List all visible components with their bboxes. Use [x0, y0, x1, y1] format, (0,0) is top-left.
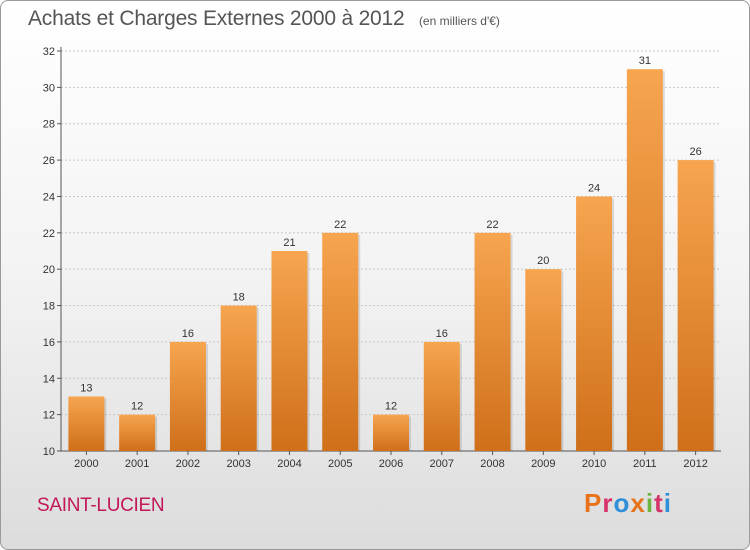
y-tick-label: 30 — [43, 82, 55, 94]
x-tick-label: 2011 — [633, 458, 657, 470]
value-label: 24 — [588, 182, 600, 194]
x-tick-label: 2005 — [328, 458, 352, 470]
x-tick-label: 2006 — [379, 458, 403, 470]
y-tick-label: 10 — [43, 446, 55, 458]
y-tick-label: 16 — [43, 337, 55, 349]
bar-2010 — [576, 196, 613, 451]
value-label: 12 — [131, 401, 143, 413]
logo-letter: r — [602, 488, 614, 518]
x-tick-label: 2010 — [582, 458, 606, 470]
bar-2004 — [271, 251, 308, 451]
value-label: 16 — [436, 328, 448, 340]
x-tick-label: 2004 — [277, 458, 301, 470]
y-tick-label: 28 — [43, 119, 55, 131]
x-tick-label: 2007 — [430, 458, 454, 470]
value-label: 18 — [233, 292, 245, 304]
value-label: 21 — [283, 237, 295, 249]
bar-2000 — [68, 396, 105, 451]
labels: 10 12 14 16 18 20 22 24 26 28 30 32 13 2000 12 2001 16 20… — [43, 46, 708, 470]
grid-lines — [61, 50, 721, 452]
bar-2008 — [474, 232, 511, 451]
x-tick-label: 2008 — [480, 458, 504, 470]
y-tick-label: 24 — [43, 191, 55, 203]
value-label: 13 — [80, 382, 92, 394]
bar-2012 — [677, 160, 714, 451]
y-tick-label: 32 — [43, 46, 55, 58]
logo-letter: x — [630, 488, 646, 518]
value-label: 26 — [689, 146, 701, 158]
proxiti-logo: Proxiti — [584, 488, 672, 519]
bar-2001 — [119, 414, 156, 451]
y-tick-label: 12 — [43, 410, 55, 422]
x-tick-label: 2002 — [176, 458, 200, 470]
value-label: 31 — [639, 55, 651, 67]
x-tick-label: 2001 — [125, 458, 149, 470]
logo-letter: t — [654, 488, 664, 518]
logo-letter: i — [645, 488, 655, 518]
bar-2002 — [169, 341, 206, 451]
x-tick-label: 2000 — [74, 458, 98, 470]
bar-2005 — [322, 232, 359, 451]
logo-letter: o — [613, 488, 631, 518]
bar-2011 — [626, 69, 663, 451]
chart-title-block: Achats et Charges Externes 2000 à 2012 (… — [28, 7, 500, 31]
axes — [57, 47, 721, 455]
city-name: SAINT-LUCIEN — [37, 495, 165, 516]
logo-letter: P — [584, 488, 603, 518]
value-label: 12 — [385, 401, 397, 413]
bar-2007 — [423, 341, 460, 451]
y-tick-label: 26 — [43, 155, 55, 167]
x-tick-label: 2009 — [531, 458, 555, 470]
value-label: 20 — [537, 255, 549, 267]
y-tick-label: 22 — [43, 228, 55, 240]
logo-letter: i — [663, 488, 672, 518]
chart-unit: (en milliers d'€) — [418, 14, 500, 28]
y-tick-label: 18 — [43, 301, 55, 313]
value-label: 22 — [334, 219, 346, 231]
value-label: 16 — [182, 328, 194, 340]
chart-title: Achats et Charges Externes 2000 à 2012 — [28, 7, 405, 30]
bar-2006 — [373, 414, 409, 451]
value-label: 22 — [486, 219, 498, 231]
x-tick-label: 2012 — [683, 458, 707, 470]
y-tick-label: 14 — [43, 373, 55, 385]
bars — [68, 69, 716, 451]
y-tick-label: 20 — [43, 264, 55, 276]
bar-2009 — [525, 269, 562, 451]
x-tick-label: 2003 — [226, 458, 250, 470]
bar-2003 — [220, 305, 257, 451]
